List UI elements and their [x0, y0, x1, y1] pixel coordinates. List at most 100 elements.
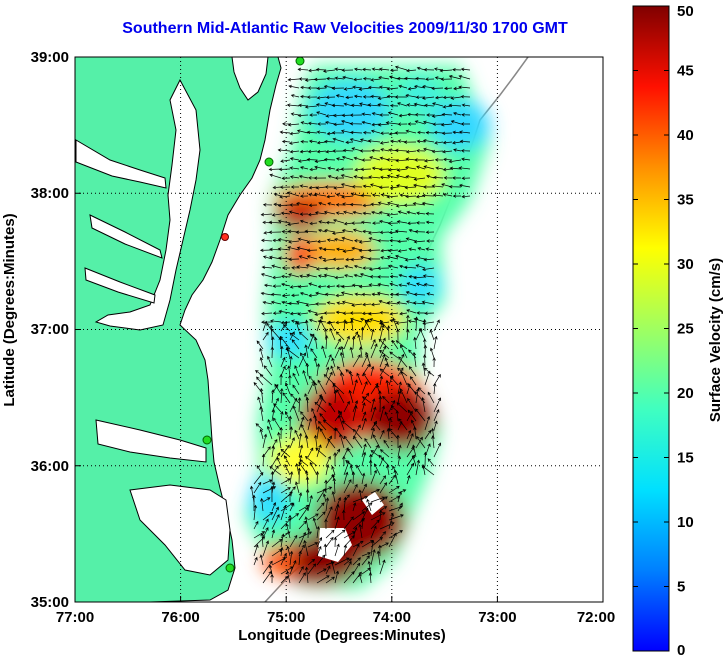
velocity-arrow	[261, 265, 273, 269]
velocity-arrow	[407, 409, 417, 422]
velocity-arrow	[452, 111, 462, 116]
colorbar-tick-label: 35	[677, 192, 694, 209]
velocity-arrow	[292, 372, 300, 386]
velocity-arrow	[307, 86, 317, 90]
velocity-arrow	[279, 335, 291, 350]
velocity-arrow	[441, 131, 453, 136]
velocity-arrow	[280, 410, 284, 422]
velocity-arrow	[261, 311, 273, 316]
velocity-arrow	[387, 111, 399, 116]
velocity-arrow	[308, 185, 318, 190]
velocity-arrow	[277, 237, 291, 242]
velocity-arrow	[386, 87, 399, 91]
velocity-arrow	[280, 159, 291, 163]
velocity-arrow	[317, 228, 327, 233]
velocity-arrow	[283, 455, 291, 467]
velocity-arrow	[394, 148, 408, 153]
velocity-arrow	[299, 219, 309, 224]
velocity-arrow	[304, 229, 318, 234]
velocity-arrow	[297, 237, 309, 242]
velocity-arrow	[361, 396, 372, 404]
velocity-arrow	[306, 95, 318, 99]
velocity-arrow	[279, 373, 283, 386]
velocity-arrow	[330, 560, 336, 575]
velocity-arrow	[442, 167, 453, 172]
velocity-arrow	[300, 94, 309, 99]
velocity-arrow	[361, 120, 372, 125]
velocity-arrow	[318, 220, 327, 224]
velocity-arrow	[416, 211, 426, 215]
velocity-arrow	[289, 131, 300, 136]
velocity-arrow	[352, 85, 363, 89]
velocity-arrow	[379, 349, 390, 359]
velocity-arrow	[433, 397, 442, 413]
velocity-arrow	[371, 193, 381, 197]
velocity-arrow	[323, 210, 336, 215]
velocity-arrow	[308, 139, 318, 144]
velocity-arrow	[298, 352, 307, 368]
velocity-arrow	[294, 429, 300, 440]
velocity-arrow	[422, 185, 435, 189]
velocity-arrow	[388, 512, 394, 530]
velocity-arrow	[305, 488, 310, 503]
velocity-arrow	[377, 103, 390, 107]
velocity-arrow	[298, 444, 304, 458]
velocity-arrow	[300, 85, 309, 90]
velocity-arrow	[340, 291, 354, 296]
colorbar-tick-label: 5	[677, 579, 685, 596]
velocity-arrow	[333, 536, 338, 548]
velocity-arrow	[399, 193, 408, 197]
velocity-arrow	[288, 492, 292, 502]
velocity-arrow	[280, 387, 284, 404]
velocity-arrow	[289, 560, 297, 575]
velocity-arrow	[316, 363, 321, 377]
velocity-arrow	[315, 302, 327, 306]
velocity-arrow	[435, 166, 444, 170]
velocity-arrow	[377, 275, 390, 279]
velocity-arrow	[400, 371, 408, 386]
velocity-arrow	[307, 212, 318, 217]
map-title: Southern Mid-Atlantic Raw Velocities 200…	[122, 20, 568, 37]
velocity-arrow	[395, 292, 408, 297]
velocity-arrow	[280, 444, 290, 458]
velocity-arrow	[433, 319, 440, 332]
velocity-arrow	[366, 498, 372, 512]
velocity-arrow	[413, 84, 426, 89]
velocity-arrow	[448, 159, 462, 164]
velocity-arrow	[413, 102, 426, 107]
velocity-arrow	[263, 283, 273, 288]
velocity-arrow	[339, 371, 345, 386]
velocity-arrow	[361, 552, 371, 557]
velocity-arrow	[306, 273, 318, 278]
velocity-arrow	[352, 400, 359, 413]
velocity-arrow	[287, 365, 291, 377]
velocity-arrow	[343, 335, 350, 350]
velocity-arrow	[289, 311, 300, 316]
velocity-arrow	[409, 376, 417, 386]
velocity-arrow	[397, 102, 408, 107]
velocity-arrow	[362, 229, 372, 234]
velocity-arrow	[294, 365, 300, 377]
velocity-arrow	[318, 201, 327, 206]
velocity-arrow	[349, 346, 354, 359]
velocity-arrow	[299, 149, 309, 154]
velocity-arrow	[425, 211, 435, 216]
velocity-arrow	[349, 311, 363, 315]
velocity-arrow	[452, 130, 462, 135]
velocity-arrow	[353, 435, 363, 449]
velocity-arrow	[303, 539, 309, 557]
velocity-arrow	[343, 400, 350, 413]
velocity-arrow	[460, 149, 471, 153]
velocity-arrow	[415, 436, 423, 449]
velocity-arrow	[334, 448, 341, 458]
velocity-arrow	[440, 77, 453, 82]
velocity-arrow	[261, 320, 273, 324]
velocity-arrow	[362, 211, 372, 216]
velocity-arrow	[288, 257, 300, 262]
velocity-arrow	[340, 167, 354, 171]
velocity-arrow	[340, 284, 354, 289]
velocity-arrow	[313, 382, 318, 395]
velocity-arrow	[290, 185, 299, 189]
velocity-arrow	[334, 338, 341, 350]
